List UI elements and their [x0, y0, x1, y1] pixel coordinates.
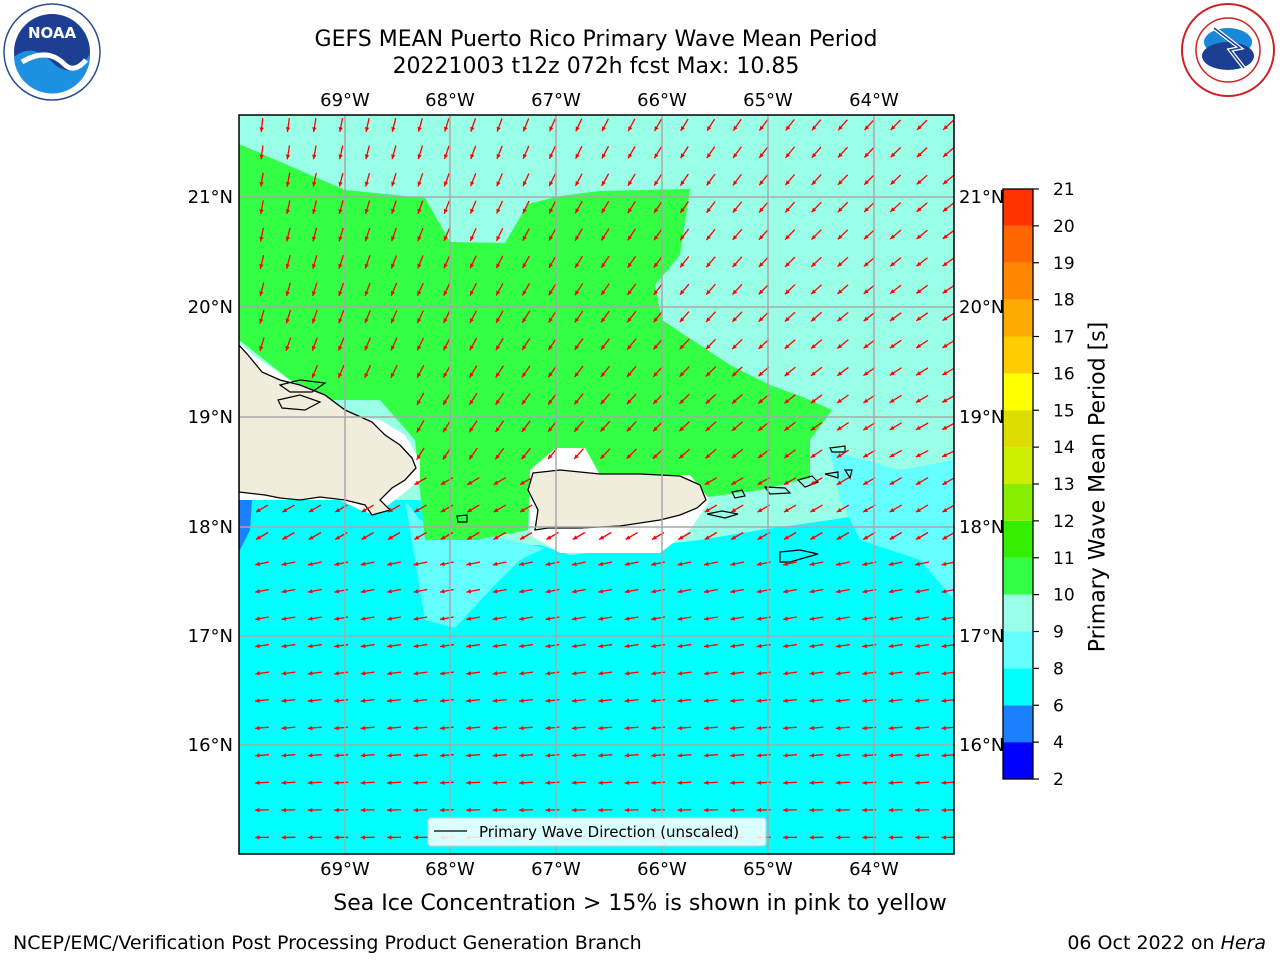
period-field-6-8 [239, 500, 954, 854]
lon-label-top: 67°W [531, 90, 581, 111]
footer-credit: NCEP/EMC/Verification Post Processing Pr… [13, 932, 642, 954]
lon-label-top: 66°W [637, 90, 687, 111]
noaa-logo-text: NOAA [28, 24, 77, 42]
colorbar-tick-label: 2 [1053, 770, 1064, 790]
map-fields [239, 115, 954, 854]
lat-label-right: 16°N [959, 735, 1004, 756]
colorbar-tick-label: 12 [1053, 512, 1075, 532]
colorbar-segment [1003, 373, 1033, 411]
colorbar-segment [1003, 742, 1033, 779]
colorbar-segment [1003, 225, 1033, 263]
colorbar-tick-label: 13 [1053, 475, 1075, 495]
colorbar-segment [1003, 336, 1033, 374]
lat-label-left: 16°N [188, 735, 233, 756]
plot-subtitle: 20221003 t12z 072h fcst Max: 10.85 [392, 54, 800, 79]
colorbar-tick-label: 16 [1053, 364, 1075, 384]
lon-label-bottom: 69°W [320, 859, 370, 880]
colorbar-segment [1003, 631, 1033, 669]
sea-ice-note: Sea Ice Concentration > 15% is shown in … [333, 891, 947, 916]
footer-date: 06 Oct 2022 on Hera [1067, 932, 1266, 954]
lat-label-left: 17°N [188, 626, 233, 647]
colorbar-ticks: 2 4 6 8 9 10 11 12 13 14 15 16 17 18 19 20 21 [1033, 180, 1075, 790]
lat-label-left: 19°N [188, 407, 233, 428]
colorbar-tick-label: 18 [1053, 291, 1075, 311]
footer-date-text: 06 Oct 2022 on [1067, 932, 1221, 954]
lon-labels-bottom: 69°W 68°W 67°W 66°W 65°W 64°W [320, 859, 899, 880]
colorbar-segment [1003, 705, 1033, 743]
colorbar-segment [1003, 447, 1033, 484]
period-field-4-6 [239, 500, 252, 552]
colorbar-tick-label: 19 [1053, 254, 1075, 274]
lon-label-top: 65°W [743, 90, 793, 111]
lat-labels-left: 21°N 20°N 19°N 18°N 17°N 16°N [188, 187, 233, 756]
colorbar-tick-label: 11 [1053, 549, 1075, 569]
noaa-logo: NOAA [3, 3, 101, 101]
lat-label-right: 20°N [959, 297, 1004, 318]
map-frame [238, 114, 955, 855]
colorbar-tick-label: 10 [1053, 586, 1075, 606]
nws-logo [1181, 3, 1275, 97]
lat-label-right: 17°N [959, 626, 1004, 647]
arrow-legend: Primary Wave Direction (unscaled) [427, 817, 767, 847]
colorbar [1002, 188, 1034, 780]
lon-label-bottom: 64°W [849, 859, 899, 880]
lat-label-left: 21°N [188, 187, 233, 208]
colorbar-tick-label: 14 [1053, 438, 1075, 458]
colorbar-tick-label: 8 [1053, 659, 1064, 679]
plot-title: GEFS MEAN Puerto Rico Primary Wave Mean … [314, 27, 878, 52]
lat-lon-grid [239, 115, 954, 854]
colorbar-tick-label: 20 [1053, 217, 1075, 237]
colorbar-tick-label: 9 [1053, 623, 1064, 643]
lon-label-top: 69°W [320, 90, 370, 111]
colorbar-label: Primary Wave Mean Period [s] [1085, 321, 1111, 653]
colorbar-segment [1003, 594, 1033, 632]
period-field-8-9 [405, 450, 954, 628]
lon-label-bottom: 65°W [743, 859, 793, 880]
colorbar-tick-label: 4 [1053, 733, 1064, 753]
colorbar-tick-label: 17 [1053, 328, 1075, 348]
colorbar-segment [1003, 299, 1033, 337]
lat-label-left: 18°N [188, 517, 233, 538]
arrow-legend-label: Primary Wave Direction (unscaled) [479, 823, 739, 841]
period-field-10-11 [239, 144, 832, 540]
colorbar-segment [1003, 557, 1033, 595]
colorbar-tick-label: 6 [1053, 696, 1064, 716]
lon-label-top: 68°W [425, 90, 475, 111]
colorbar-segment [1003, 189, 1033, 226]
turks-caicos-outline [277, 379, 327, 411]
colorbar-segment [1003, 520, 1033, 558]
colorbar-tick-label: 21 [1053, 180, 1075, 200]
lat-label-right: 18°N [959, 517, 1004, 538]
lat-labels-right: 21°N 20°N 19°N 18°N 17°N 16°N [959, 187, 1004, 756]
lon-label-bottom: 66°W [637, 859, 687, 880]
footer-host: Hera [1220, 932, 1266, 954]
colorbar-segment [1003, 410, 1033, 448]
lon-label-bottom: 68°W [425, 859, 475, 880]
lat-label-right: 21°N [959, 187, 1004, 208]
colorbar-tick-label: 15 [1053, 401, 1075, 421]
lon-labels-top: 69°W 68°W 67°W 66°W 65°W 64°W [320, 90, 899, 111]
lon-label-bottom: 67°W [531, 859, 581, 880]
colorbar-segment [1003, 484, 1033, 521]
lon-label-top: 64°W [849, 90, 899, 111]
lat-label-left: 20°N [188, 297, 233, 318]
colorbar-segment [1003, 262, 1033, 300]
lat-label-right: 19°N [959, 407, 1004, 428]
colorbar-segment [1003, 668, 1033, 706]
